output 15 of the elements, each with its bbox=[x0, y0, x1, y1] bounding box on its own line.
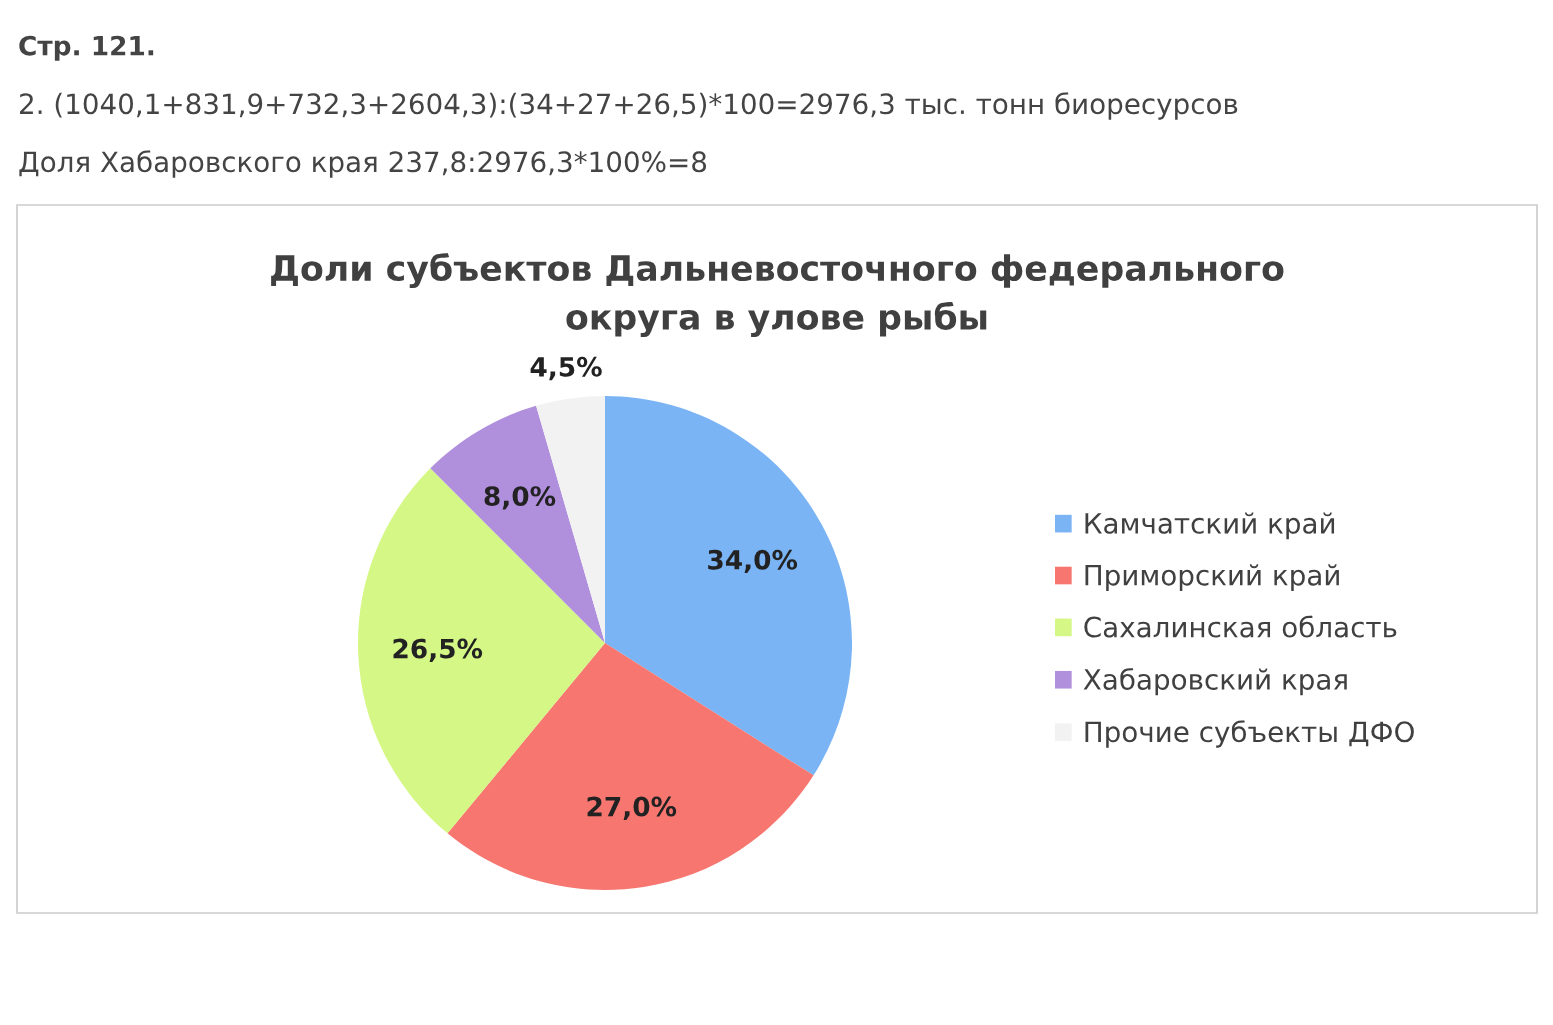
data-label: 8,0% bbox=[484, 486, 556, 510]
text: 2. (1040,1+831,9+732,3+2604,3):(34+27+26,5)*100=2976,3 тыс. тонн биоресурсов bbox=[20, 92, 1238, 120]
legend-label: Прочие субъекты ДФО bbox=[1085, 720, 1414, 748]
text: Стр. 121. bbox=[19, 35, 154, 61]
data-label: 34,0% bbox=[708, 549, 798, 574]
pie-slice bbox=[605, 396, 852, 776]
data-label: 4,5% bbox=[530, 356, 602, 381]
chart-title: Доли субъектов Дальневосточного федерального округа в улове рыбы bbox=[271, 253, 1284, 337]
legend-label: Хабаровский края bbox=[1083, 667, 1347, 696]
text: Доля Хабаровского края 237,8:2976,3*100%=8 bbox=[19, 150, 707, 178]
legend-label: Приморский край bbox=[1085, 564, 1339, 592]
data-label: 26,5% bbox=[393, 638, 483, 662]
legend-label: Сахалинская область bbox=[1084, 615, 1397, 638]
legend-label: Камчатский край bbox=[1085, 512, 1335, 540]
data-label: 27,0% bbox=[587, 796, 677, 820]
